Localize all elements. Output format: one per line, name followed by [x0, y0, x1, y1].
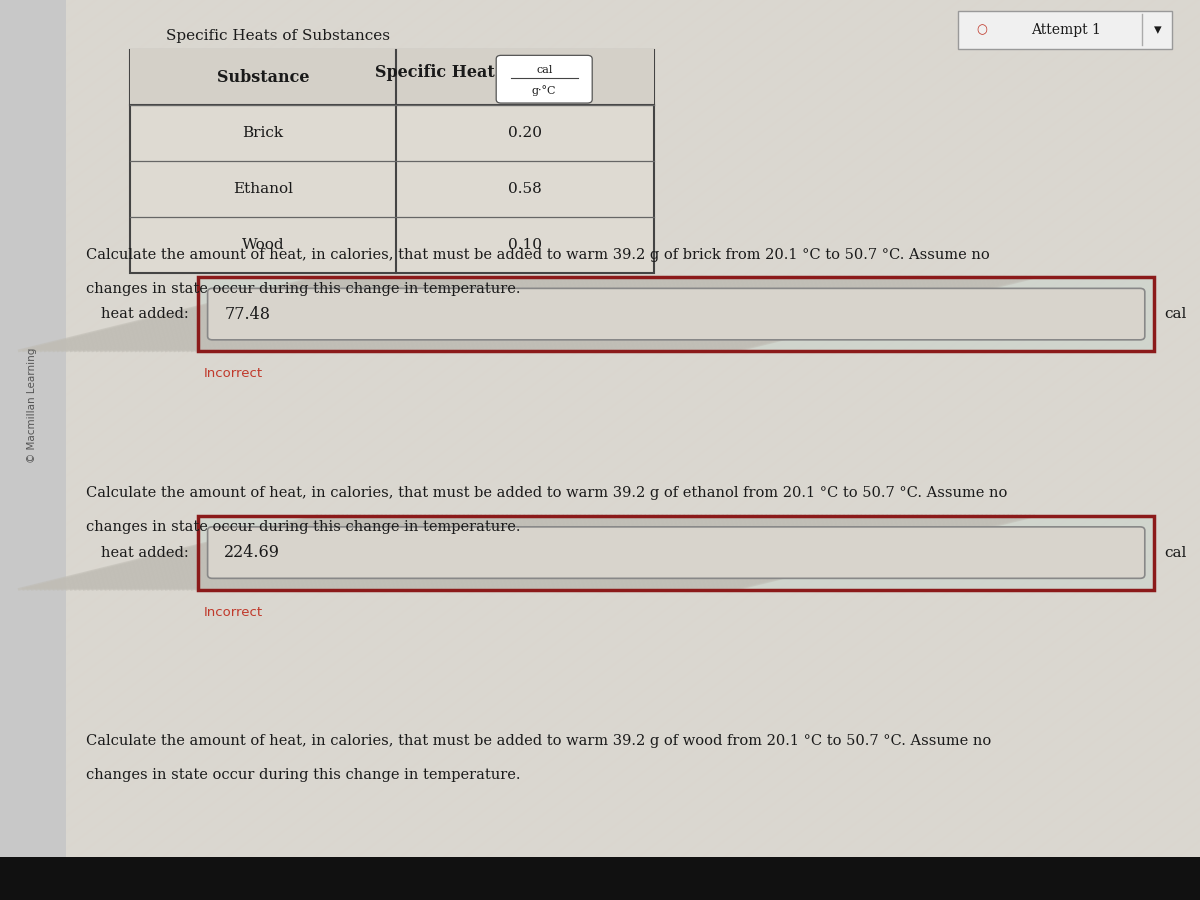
Text: Substance: Substance: [216, 69, 310, 86]
Text: Ethanol: Ethanol: [233, 182, 293, 196]
Text: Calculate the amount of heat, in calories, that must be added to warm 39.2 g of : Calculate the amount of heat, in calorie…: [86, 734, 991, 748]
Text: 0.58: 0.58: [508, 182, 542, 196]
Text: cal: cal: [1164, 545, 1187, 560]
Bar: [198, 277, 1154, 351]
Text: 0.20: 0.20: [508, 126, 542, 140]
Bar: [130, 50, 654, 105]
Text: © Macmillan Learning: © Macmillan Learning: [28, 347, 37, 463]
Text: changes in state occur during this change in temperature.: changes in state occur during this chang…: [86, 768, 521, 782]
FancyBboxPatch shape: [208, 288, 1145, 340]
Text: heat added:: heat added:: [101, 307, 188, 321]
Text: 0.10: 0.10: [508, 238, 542, 252]
Text: ○: ○: [976, 23, 988, 36]
FancyBboxPatch shape: [958, 11, 1172, 49]
Bar: [130, 50, 654, 273]
Text: Specific Heats of Substances: Specific Heats of Substances: [166, 29, 390, 43]
Bar: [0, 0, 66, 900]
Text: Wood: Wood: [241, 238, 284, 252]
Bar: [0, 857, 1200, 900]
Text: g·°C: g·°C: [532, 86, 557, 96]
Text: Attempt 1: Attempt 1: [1031, 22, 1100, 37]
Text: ▾: ▾: [1154, 22, 1162, 37]
Text: 77.48: 77.48: [224, 306, 270, 322]
Text: changes in state occur during this change in temperature.: changes in state occur during this chang…: [86, 282, 521, 296]
Text: Specific Heat: Specific Heat: [376, 65, 496, 81]
Text: changes in state occur during this change in temperature.: changes in state occur during this chang…: [86, 520, 521, 535]
Text: Incorrect: Incorrect: [204, 606, 263, 618]
Bar: [198, 277, 1154, 351]
Bar: [198, 516, 1154, 590]
Text: heat added:: heat added:: [101, 545, 188, 560]
FancyBboxPatch shape: [497, 56, 593, 104]
Bar: [198, 516, 1154, 590]
Text: cal: cal: [1164, 307, 1187, 321]
Text: Incorrect: Incorrect: [204, 367, 263, 380]
Text: Calculate the amount of heat, in calories, that must be added to warm 39.2 g of : Calculate the amount of heat, in calorie…: [86, 248, 990, 262]
Text: Calculate the amount of heat, in calories, that must be added to warm 39.2 g of : Calculate the amount of heat, in calorie…: [86, 486, 1008, 500]
Text: Brick: Brick: [242, 126, 283, 140]
Text: 224.69: 224.69: [224, 544, 281, 561]
Text: cal: cal: [536, 65, 552, 76]
FancyBboxPatch shape: [208, 526, 1145, 579]
